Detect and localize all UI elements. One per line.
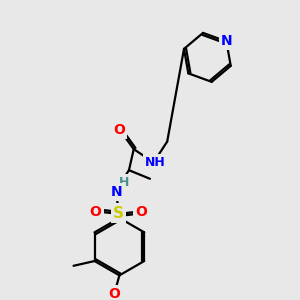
Text: N: N bbox=[220, 34, 232, 48]
Text: N: N bbox=[111, 185, 122, 199]
Text: O: O bbox=[90, 205, 101, 219]
Text: O: O bbox=[113, 123, 125, 137]
Text: H: H bbox=[119, 176, 129, 189]
Text: O: O bbox=[136, 205, 147, 219]
Text: O: O bbox=[109, 287, 121, 300]
Text: S: S bbox=[113, 206, 124, 221]
Text: NH: NH bbox=[144, 156, 165, 169]
